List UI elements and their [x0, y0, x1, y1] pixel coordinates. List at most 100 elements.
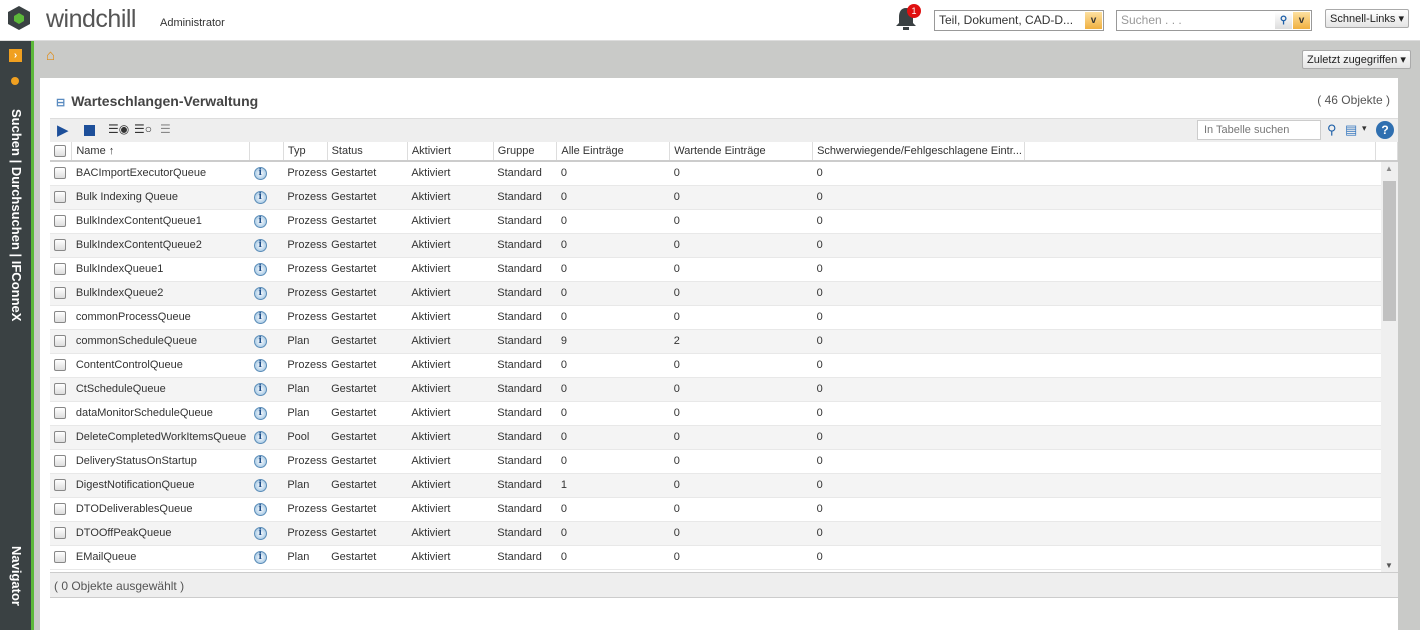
search-icon[interactable]: ⚲ [1275, 12, 1292, 29]
table-row[interactable]: BulkIndexContentQueue1 i Prozess Gestartet A… [50, 209, 1398, 234]
row-checkbox[interactable] [50, 305, 72, 330]
cell-name[interactable]: BACImportExecutorQueue [71, 161, 250, 186]
row-checkbox[interactable] [50, 281, 72, 306]
column-header-group[interactable]: Gruppe [493, 142, 558, 162]
chevron-down-icon[interactable]: v [1085, 12, 1102, 29]
table-row[interactable]: Bulk Indexing Queue i Prozess Gestartet Akti… [50, 185, 1398, 210]
vertical-scrollbar[interactable]: ▲ ▼ [1381, 162, 1398, 572]
cell-name[interactable]: CtScheduleQueue [71, 377, 250, 402]
type-select[interactable]: Teil, Dokument, CAD-D... v [934, 10, 1104, 31]
stop-icon[interactable] [84, 125, 95, 136]
row-checkbox[interactable] [50, 353, 72, 378]
column-header-waiting-entries[interactable]: Wartende Einträge [669, 142, 814, 162]
row-checkbox[interactable] [50, 377, 72, 402]
start-icon[interactable]: ▶ [57, 122, 69, 139]
table-row[interactable]: BACImportExecutorQueue i Prozess Gestartet A… [50, 161, 1398, 186]
row-checkbox[interactable] [50, 497, 72, 522]
cell-name[interactable]: DeleteCompletedWorkItemsQueue [71, 425, 250, 450]
info-icon[interactable]: i [249, 185, 284, 210]
expand-sidebar-icon[interactable]: › [9, 49, 22, 62]
info-icon[interactable]: i [249, 233, 284, 258]
cell-name[interactable]: BulkIndexQueue1 [71, 257, 250, 282]
table-row[interactable]: DeliveryStatusOnStartup i Prozess Gestartet… [50, 449, 1398, 474]
cell-name[interactable]: BulkIndexContentQueue1 [71, 209, 250, 234]
row-checkbox[interactable] [50, 209, 72, 234]
table-row[interactable]: commonScheduleQueue i Plan Gestartet Aktivie… [50, 329, 1398, 354]
info-icon[interactable]: i [249, 281, 284, 306]
table-search-input[interactable]: In Tabelle suchen [1197, 120, 1321, 140]
row-checkbox[interactable] [50, 449, 72, 474]
recently-accessed-button[interactable]: Zuletzt zugegriffen ▾ [1302, 50, 1411, 69]
table-row[interactable]: BulkIndexQueue2 i Prozess Gestartet Aktivier… [50, 281, 1398, 306]
table-row[interactable]: CtScheduleQueue i Plan Gestartet Aktiviert St… [50, 377, 1398, 402]
sidebar-navigator-tab[interactable]: Navigator [9, 546, 24, 606]
table-row[interactable]: EMailQueue i Plan Gestartet Aktiviert Standar… [50, 545, 1398, 570]
info-icon[interactable]: i [249, 521, 284, 546]
info-icon[interactable]: i [249, 497, 284, 522]
pin-icon[interactable] [11, 77, 19, 85]
sidebar-search-tabs[interactable]: Suchen | Durchsuchen | IFConneX [9, 109, 24, 322]
column-header-enabled[interactable]: Aktiviert [407, 142, 494, 162]
column-header-type[interactable]: Typ [283, 142, 328, 162]
cell-name[interactable]: commonProcessQueue [71, 305, 250, 330]
suspend-icon[interactable]: ☰◉ [108, 122, 130, 136]
cell-name[interactable]: DTOOffPeakQueue [71, 521, 250, 546]
table-row[interactable]: DTODeliverablesQueue i Prozess Gestartet Akt… [50, 497, 1398, 522]
cell-name[interactable]: dataMonitorScheduleQueue [71, 401, 250, 426]
row-checkbox[interactable] [50, 329, 72, 354]
column-header-status[interactable]: Status [327, 142, 408, 162]
cell-name[interactable]: DigestNotificationQueue [71, 473, 250, 498]
cell-name[interactable]: ContentControlQueue [71, 353, 250, 378]
info-icon[interactable]: i [249, 449, 284, 474]
new-queue-icon[interactable]: ☰ [160, 122, 171, 136]
column-view-icon[interactable]: ▤ [1345, 122, 1358, 137]
cell-name[interactable]: EMailQueue [71, 545, 250, 570]
info-icon[interactable]: i [249, 209, 284, 234]
scrollbar-thumb[interactable] [1383, 181, 1396, 321]
row-checkbox[interactable] [50, 425, 72, 450]
info-icon[interactable]: i [249, 545, 284, 570]
row-checkbox[interactable] [50, 161, 72, 186]
cell-name[interactable]: DeliveryStatusOnStartup [71, 449, 250, 474]
table-row[interactable]: DigestNotificationQueue i Plan Gestartet Akt… [50, 473, 1398, 498]
select-all-checkbox[interactable] [50, 142, 73, 162]
column-header-all-entries[interactable]: Alle Einträge [556, 142, 671, 162]
resume-icon[interactable]: ☰○ [134, 122, 153, 136]
help-icon[interactable]: ? [1376, 121, 1394, 139]
collapse-icon[interactable]: ⊟ [56, 97, 66, 109]
chevron-down-icon[interactable]: ▾ [1362, 123, 1367, 133]
search-icon[interactable]: ⚲ [1327, 122, 1337, 137]
column-header-failed-entries[interactable]: Schwerwiegende/Fehlgeschlagene Eintr... [812, 142, 1026, 162]
info-icon[interactable]: i [249, 473, 284, 498]
row-checkbox[interactable] [50, 233, 72, 258]
table-row[interactable]: DeleteCompletedWorkItemsQueue i Pool Gestar… [50, 425, 1398, 450]
scroll-down-icon[interactable]: ▼ [1385, 561, 1393, 570]
info-icon[interactable]: i [249, 377, 284, 402]
cell-name[interactable]: Bulk Indexing Queue [71, 185, 250, 210]
info-icon[interactable]: i [249, 329, 284, 354]
info-icon[interactable]: i [249, 353, 284, 378]
table-row[interactable]: DTOOffPeakQueue i Prozess Gestartet Aktivier… [50, 521, 1398, 546]
info-icon[interactable]: i [249, 305, 284, 330]
quick-links-button[interactable]: Schnell-Links ▾ [1325, 9, 1409, 28]
row-checkbox[interactable] [50, 521, 72, 546]
table-row[interactable]: ContentControlQueue i Prozess Gestartet Akti… [50, 353, 1398, 378]
home-icon[interactable]: ⌂ [46, 47, 56, 64]
table-row[interactable]: dataMonitorScheduleQueue i Plan Gestartet Ak… [50, 401, 1398, 426]
global-search-input[interactable]: Suchen . . . ⚲ v [1116, 10, 1312, 31]
info-icon[interactable]: i [249, 401, 284, 426]
row-checkbox[interactable] [50, 473, 72, 498]
cell-name[interactable]: DTODeliverablesQueue [71, 497, 250, 522]
row-checkbox[interactable] [50, 185, 72, 210]
info-icon[interactable]: i [249, 257, 284, 282]
scroll-up-icon[interactable]: ▲ [1385, 164, 1393, 173]
cell-name[interactable]: commonScheduleQueue [71, 329, 250, 354]
table-row[interactable]: BulkIndexQueue1 i Prozess Gestartet Aktivier… [50, 257, 1398, 282]
cell-name[interactable]: BulkIndexContentQueue2 [71, 233, 250, 258]
row-checkbox[interactable] [50, 257, 72, 282]
chevron-down-icon[interactable]: v [1293, 12, 1310, 29]
table-row[interactable]: commonProcessQueue i Prozess Gestartet Aktiv… [50, 305, 1398, 330]
info-icon[interactable]: i [249, 425, 284, 450]
column-header-name[interactable]: Name ↑ [71, 142, 251, 162]
row-checkbox[interactable] [50, 545, 72, 570]
